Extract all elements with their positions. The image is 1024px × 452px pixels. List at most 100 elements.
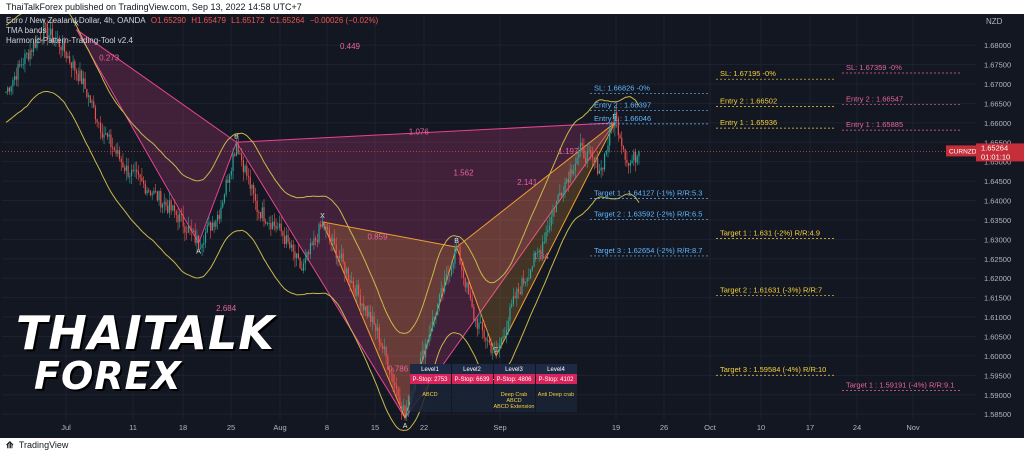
time-tick-label: 17 <box>806 423 814 432</box>
candle-body <box>232 154 234 171</box>
candle-body <box>519 291 521 295</box>
candle-body <box>55 39 57 41</box>
candle-body <box>567 179 570 183</box>
candle-body <box>595 158 597 162</box>
candle-body <box>294 251 296 259</box>
price-tick-label: 1.62500 <box>984 255 1011 264</box>
candle-body <box>440 288 442 295</box>
price-tick-label: 1.59000 <box>984 391 1011 400</box>
candle-body <box>285 235 287 244</box>
candle-body <box>41 39 43 40</box>
level-table-stop-bg <box>536 374 577 384</box>
candle-body <box>514 296 516 299</box>
candle-body <box>397 388 399 397</box>
candle-body <box>490 342 492 353</box>
candle-body <box>91 101 93 103</box>
candle-body <box>526 278 528 282</box>
candle-body <box>266 223 269 224</box>
price-axis-unit: NZD <box>986 17 1003 26</box>
price-tick-label: 1.61000 <box>984 313 1011 322</box>
candle-body <box>256 200 258 212</box>
candle-body <box>284 236 286 244</box>
candle-body <box>7 87 9 92</box>
candle-body <box>328 229 330 238</box>
candle-body <box>612 127 614 128</box>
candle-body <box>471 298 473 307</box>
candle-body <box>167 205 169 213</box>
candle-body <box>65 51 67 59</box>
price-axis: NZD 1.68000 1.67500 1.67000 1.66500 1.66000 1.… <box>976 14 1024 438</box>
candle-body <box>299 257 301 269</box>
time-tick-label: 11 <box>129 423 137 432</box>
candle-body <box>237 143 239 154</box>
price-tag-value: 1.65264 <box>981 143 1008 152</box>
candle-body <box>431 318 434 332</box>
level-table-cell-bg <box>536 384 577 412</box>
candle-body <box>108 134 110 137</box>
time-tick-label: Nov <box>906 423 920 432</box>
pattern-ratio-label: 1.076 <box>409 127 430 136</box>
candle-body <box>390 373 392 375</box>
candle-body <box>69 56 71 63</box>
candle-body <box>340 253 342 259</box>
pattern-triangle-bcd <box>456 122 616 358</box>
candle-body <box>187 226 189 233</box>
candle-body <box>578 150 580 159</box>
time-tick-label: 18 <box>179 423 187 432</box>
price-chart[interactable]: XABXABCD0.2730.4491.0761.5621.1972.1410.… <box>0 14 1024 438</box>
level-yellow-label: Target 2 : 1.61631 (-3%) R/R:7 <box>720 286 822 295</box>
legend-indicator-1[interactable]: TMA bands <box>6 26 47 35</box>
candle-body <box>14 76 16 81</box>
price-tick-label: 1.58500 <box>984 410 1011 419</box>
candle-body <box>626 159 628 164</box>
candle-body <box>94 107 97 120</box>
candle-body <box>530 269 532 278</box>
candle-body <box>476 318 478 329</box>
candle-body <box>421 350 423 359</box>
candle-body <box>370 311 372 323</box>
publish-header: ThaiTalkForex published on TradingView.c… <box>0 0 1024 14</box>
candle-body <box>272 221 274 229</box>
candle-body <box>5 91 7 93</box>
candle-body <box>600 167 602 171</box>
price-tick-label: 1.66000 <box>984 119 1011 128</box>
candle-body <box>528 277 530 279</box>
pattern-ratio-label: 1.562 <box>454 168 475 177</box>
candle-body <box>638 151 640 157</box>
candle-body <box>590 150 592 155</box>
pattern-ratio-label: 2.684 <box>216 304 237 313</box>
tma-band-upper <box>5 14 640 334</box>
level-table-header-bg <box>536 364 577 374</box>
candle-body <box>430 331 432 336</box>
level-cyan-label: Target 2 : 1.63592 (-2%) R/R:6.5 <box>594 209 702 218</box>
candle-body <box>461 264 463 271</box>
candle-body <box>478 322 480 329</box>
price-tick-label: 1.63000 <box>984 235 1011 244</box>
pattern-point-label: X <box>74 21 79 28</box>
candle-body <box>407 396 410 408</box>
footer-logo-text: TradingView <box>18 440 69 450</box>
candle-body <box>253 185 255 194</box>
candle-body <box>201 244 203 248</box>
candle-body <box>74 61 76 71</box>
price-axis-bg <box>976 14 1024 438</box>
level-table-header: Level4 <box>547 367 565 373</box>
legend-indicator-2[interactable]: Harmonic-Pattern-Trading-Tool v2.4 <box>6 36 133 45</box>
price-tick-label: 1.60000 <box>984 352 1011 361</box>
candle-body <box>103 134 105 138</box>
pattern-ratio-label: 0.449 <box>340 42 361 51</box>
candle-body <box>244 165 246 172</box>
symbol-tag-bg <box>946 145 976 157</box>
candle-body <box>614 112 616 128</box>
candle-body <box>191 228 193 232</box>
candle-body <box>437 303 439 316</box>
candle-body <box>473 306 475 321</box>
candle-body <box>31 50 33 52</box>
candle-body <box>366 306 368 317</box>
level-yellow-label: Target 1 : 1.631 (-2%) R/R:4.9 <box>720 228 820 237</box>
candle-body <box>535 252 537 254</box>
candle-body <box>633 151 635 161</box>
level-table-stop: P-Stop: 4102 <box>538 377 574 383</box>
candle-body <box>98 122 100 124</box>
time-tick-label: 8 <box>325 423 329 432</box>
